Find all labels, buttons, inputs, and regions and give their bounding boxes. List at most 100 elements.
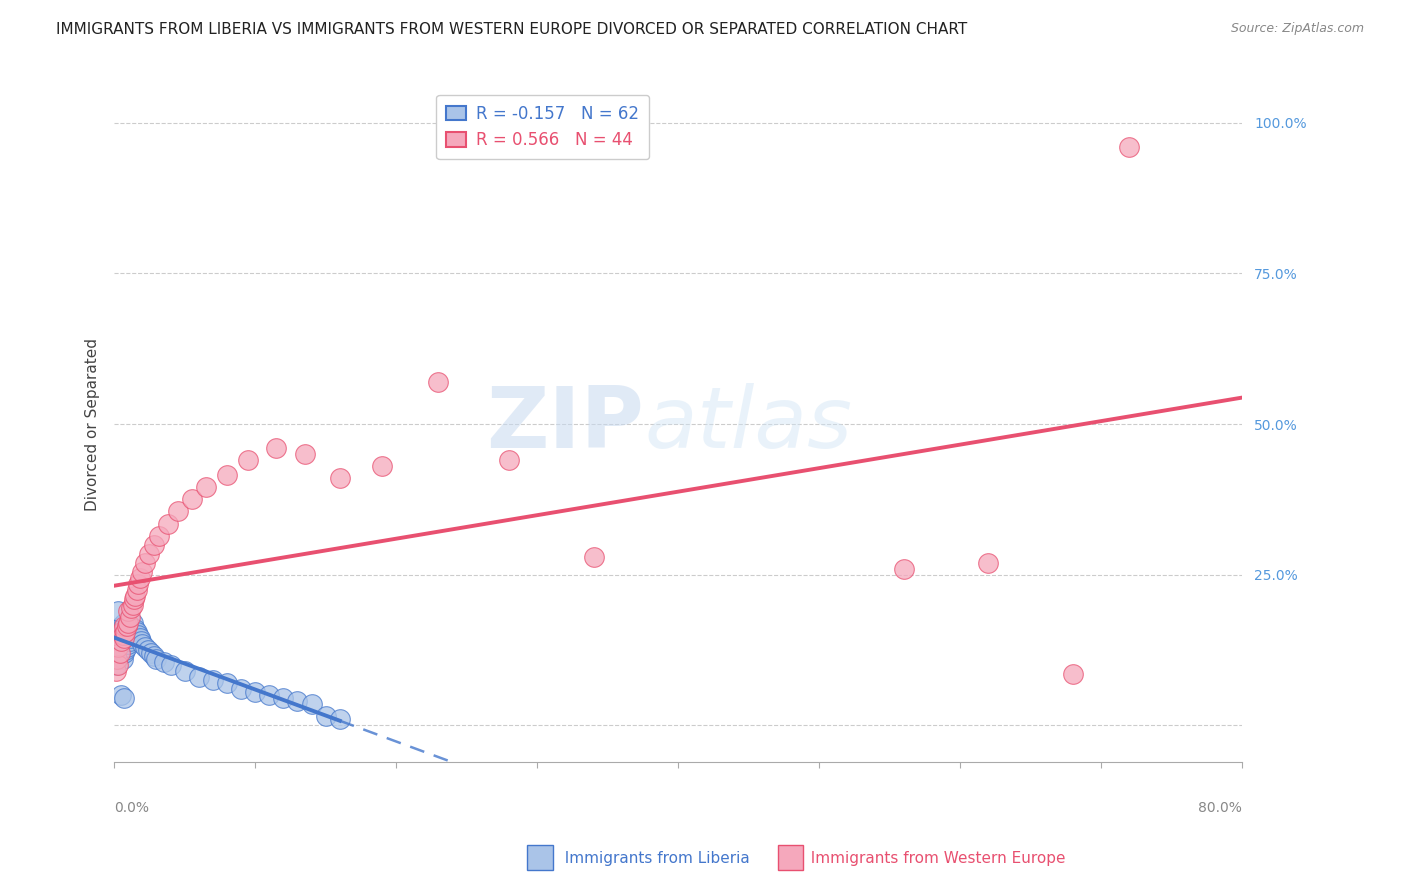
Point — [107, 622, 129, 636]
Point — [582, 549, 605, 564]
Point — [121, 598, 143, 612]
Point — [977, 556, 1000, 570]
Point — [125, 625, 148, 640]
Point — [105, 640, 128, 654]
Point — [121, 628, 143, 642]
Point — [266, 441, 288, 455]
Point — [301, 698, 323, 712]
Text: Source: ZipAtlas.com: Source: ZipAtlas.com — [1230, 22, 1364, 36]
Point — [229, 682, 252, 697]
Point — [104, 658, 127, 673]
Point — [215, 468, 238, 483]
Point — [112, 631, 135, 645]
Point — [107, 658, 129, 673]
Point — [112, 691, 135, 706]
Point — [107, 646, 129, 660]
Point — [201, 673, 224, 688]
Point — [273, 691, 295, 706]
Point — [127, 628, 149, 642]
Point — [194, 480, 217, 494]
Text: ZIP: ZIP — [486, 383, 644, 466]
Point — [112, 646, 135, 660]
Point — [142, 649, 165, 664]
Point — [118, 622, 141, 636]
Y-axis label: Divorced or Separated: Divorced or Separated — [86, 337, 100, 510]
Point — [893, 562, 915, 576]
Point — [131, 565, 153, 579]
Point — [166, 504, 188, 518]
Point — [115, 619, 138, 633]
Point — [120, 631, 142, 645]
Point — [187, 670, 209, 684]
Point — [114, 625, 136, 640]
Point — [111, 640, 134, 654]
Point — [120, 619, 142, 633]
Point — [115, 619, 138, 633]
Point — [134, 556, 156, 570]
Point — [173, 664, 195, 678]
Point — [294, 447, 316, 461]
Point — [107, 634, 129, 648]
Point — [108, 646, 131, 660]
Point — [105, 652, 128, 666]
Legend: R = -0.157   N = 62, R = 0.566   N = 44: R = -0.157 N = 62, R = 0.566 N = 44 — [436, 95, 650, 159]
Point — [315, 709, 337, 723]
Point — [134, 640, 156, 654]
Point — [114, 643, 136, 657]
Point — [118, 634, 141, 648]
Point — [120, 601, 142, 615]
Point — [115, 628, 138, 642]
Point — [105, 625, 128, 640]
Point — [117, 625, 139, 640]
Point — [112, 615, 135, 630]
Point — [1062, 667, 1084, 681]
Point — [118, 610, 141, 624]
Point — [139, 646, 162, 660]
Point — [128, 631, 150, 645]
Point — [111, 628, 134, 642]
Point — [371, 459, 394, 474]
Point — [215, 676, 238, 690]
Point — [115, 640, 138, 654]
Point — [110, 634, 132, 648]
Point — [110, 631, 132, 645]
Point — [138, 547, 160, 561]
Point — [329, 471, 352, 485]
Point — [145, 652, 167, 666]
Point — [107, 604, 129, 618]
Text: Immigrants from Western Europe: Immigrants from Western Europe — [801, 851, 1066, 865]
Point — [127, 576, 149, 591]
Point — [117, 615, 139, 630]
Point — [111, 628, 134, 642]
Point — [128, 571, 150, 585]
Point — [110, 625, 132, 640]
Point — [110, 689, 132, 703]
Point — [107, 640, 129, 654]
Point — [112, 625, 135, 640]
Point — [148, 528, 170, 542]
Point — [156, 516, 179, 531]
Text: 0.0%: 0.0% — [114, 800, 149, 814]
Point — [259, 689, 281, 703]
Text: Immigrants from Liberia: Immigrants from Liberia — [555, 851, 751, 865]
Point — [108, 628, 131, 642]
Point — [112, 619, 135, 633]
Point — [110, 619, 132, 633]
Point — [498, 453, 520, 467]
Point — [125, 582, 148, 597]
Text: IMMIGRANTS FROM LIBERIA VS IMMIGRANTS FROM WESTERN EUROPE DIVORCED OR SEPARATED : IMMIGRANTS FROM LIBERIA VS IMMIGRANTS FR… — [56, 22, 967, 37]
Point — [1118, 139, 1140, 153]
Point — [129, 634, 152, 648]
Point — [112, 634, 135, 648]
Point — [114, 622, 136, 636]
Point — [136, 643, 159, 657]
Point — [114, 631, 136, 645]
Point — [142, 538, 165, 552]
Point — [122, 625, 145, 640]
Point — [180, 492, 202, 507]
Point — [111, 652, 134, 666]
Point — [124, 622, 146, 636]
Point — [287, 694, 309, 708]
Point — [159, 658, 181, 673]
Point — [245, 685, 267, 699]
